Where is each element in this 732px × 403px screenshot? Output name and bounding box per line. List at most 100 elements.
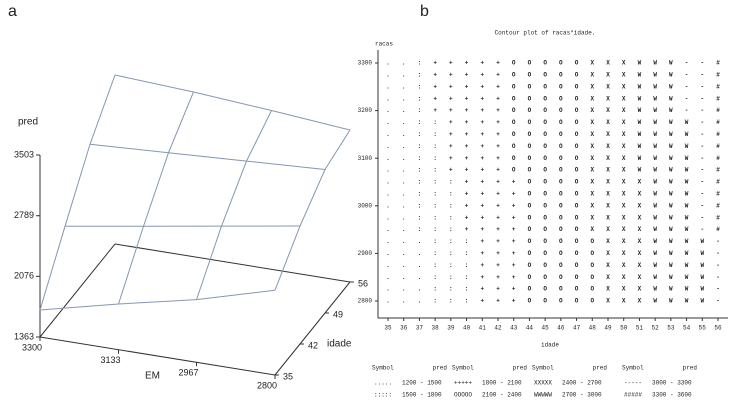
legend-header: Symbol [372, 365, 394, 372]
axis-line [39, 243, 116, 338]
z-tick-label: 1363 [14, 331, 34, 341]
legend-range: 1500 - 1800 [402, 392, 442, 399]
mesh-line [114, 74, 351, 131]
x-tick-label: 52 [652, 325, 660, 332]
legend-range: 2400 - 2700 [562, 380, 602, 387]
legend-range: 3000 - 3300 [652, 380, 692, 387]
legend-range: 3300 - 3600 [652, 392, 692, 399]
legend-header: Symbol [532, 365, 554, 372]
y-tick-label: 56 [358, 278, 368, 288]
legend-symbol: OOOOO [454, 392, 472, 399]
contour-row: ..::++++OOOOOXXXWWWW-# [386, 143, 732, 150]
panel-label: a [8, 3, 17, 20]
y-tick-label: 3300 [358, 60, 373, 67]
legend-header: pred [433, 365, 448, 372]
legend-range: 2100 - 2400 [482, 392, 522, 399]
legend-header: pred [513, 365, 528, 372]
contour-row: ..::++++OOOOOXXXWWWW-# [386, 167, 732, 174]
y-tick-label: 35 [283, 371, 293, 381]
x-tick-label: 46 [557, 325, 565, 332]
contour-row: ...:::+++OOOOOXXXWWWW- [386, 250, 732, 257]
legend-header: pred [593, 365, 608, 372]
contour-row: ...:::+++OOOOOXXXWWWW- [386, 262, 732, 269]
contour-row: ..::++++OOOOOXXXWWWW-# [386, 155, 732, 162]
legend-header: Symbol [622, 365, 644, 372]
legend-header: pred [683, 365, 698, 372]
legend-range: 1800 - 2100 [482, 380, 522, 387]
legend-symbol: ##### [624, 392, 642, 399]
z-tick-label: 2789 [14, 210, 34, 220]
x-tick-label: 36 [400, 325, 408, 332]
x-tick-label: 2800 [257, 380, 277, 390]
y-axis-label: racas [375, 41, 393, 48]
y-tick-label: 2900 [358, 250, 373, 257]
x-tick-label: 42 [494, 325, 502, 332]
contour-row: ..:+++++OOOOOXXXWWW--# [386, 71, 732, 78]
x-tick-label: 40 [463, 325, 471, 332]
contour-row: ..:::++++OOOOXXXXWWW-# [386, 202, 732, 209]
contour-row: ..:+++++OOOOOXXXWWW--# [386, 83, 732, 90]
x-tick-label: 48 [589, 325, 597, 332]
x-tick-label: 2967 [178, 368, 198, 378]
z-axis-label: pred [18, 117, 38, 128]
chart-title: Contour plot of racas*idade. [495, 30, 596, 37]
y-axis-label: idade [327, 339, 352, 350]
y-tick-label: 49 [333, 309, 343, 319]
contour-row: ..::++++OOOOOXXXWWWW-# [386, 131, 732, 138]
y-tick-label: 3100 [358, 155, 373, 162]
x-tick-label: 44 [526, 325, 534, 332]
legend-range: 1200 - 1500 [402, 380, 442, 387]
mesh-line [196, 110, 272, 300]
contour-row: ..:::++++OOOOXXXXWWW-# [386, 226, 732, 233]
y-tick-label: 2800 [358, 298, 373, 305]
x-tick-label: 41 [479, 325, 487, 332]
mesh-line [39, 74, 116, 311]
x-tick-label: 51 [636, 325, 644, 332]
legend-symbol: +++++ [454, 380, 472, 387]
mesh-line [89, 143, 326, 171]
contour-row: ...:::+++OOOOOXXXWWWW- [386, 238, 732, 245]
z-tick-label: 2076 [14, 271, 34, 281]
y-tick-label: 42 [308, 340, 318, 350]
x-tick-label: 45 [542, 325, 550, 332]
mesh-line [118, 91, 194, 305]
x-tick-label: 53 [667, 325, 675, 332]
axis-line [114, 243, 351, 283]
x-axis-label: EM [145, 371, 160, 382]
x-tick-label: 3133 [100, 355, 120, 365]
x-tick-label: 35 [384, 325, 392, 332]
legend-range: 2700 - 3000 [562, 392, 602, 399]
y-tick-label: 3000 [358, 202, 373, 209]
panel-label: b [420, 3, 429, 20]
x-tick-label: 37 [416, 325, 424, 332]
contour-row: ..::++++OOOOOXXXWWWW-# [386, 119, 732, 126]
legend-header: Symbol [452, 365, 474, 372]
legend-symbol: ----- [624, 380, 642, 387]
contour-row: ..:::++++OOOOXXXXWWW-# [386, 179, 732, 186]
contour-row: ..:+++++OOOOOXXXWWW--# [386, 107, 732, 114]
mesh-line [274, 129, 351, 291]
legend-symbol: ::::: [374, 392, 392, 399]
contour-row: ..:::++++OOOOXXXXWWW-# [386, 190, 732, 197]
x-tick-label: 3300 [22, 342, 42, 352]
contour-row: ..:+++++OOOOOXXXWWW--# [386, 60, 732, 67]
x-tick-label: 54 [683, 325, 691, 332]
legend-symbol: XXXXX [534, 380, 552, 387]
x-tick-label: 49 [604, 325, 612, 332]
axis-line [274, 281, 351, 376]
mesh-line [39, 289, 276, 311]
x-tick-label: 56 [714, 325, 722, 332]
x-tick-label: 55 [699, 325, 707, 332]
x-tick-label: 38 [432, 325, 440, 332]
contour-row: ...:::+++OOOOOXXXWWWW- [386, 298, 732, 305]
contour-row: ..:::++++OOOOXXXXWWW-# [386, 214, 732, 221]
y-tick-label: 3200 [358, 107, 373, 114]
legend-symbol: WWWWW [534, 392, 552, 399]
x-tick-label: 47 [573, 325, 581, 332]
x-tick-label: 39 [447, 325, 455, 332]
contour-row: ..:+++++OOOOOXXXWWW--# [386, 95, 732, 102]
x-tick-label: 50 [620, 325, 628, 332]
contour-row: ...:::+++OOOOOXXXWWWW- [386, 274, 732, 281]
contour-row: ...:::+++OOOOOXXXWWWW- [386, 286, 732, 293]
